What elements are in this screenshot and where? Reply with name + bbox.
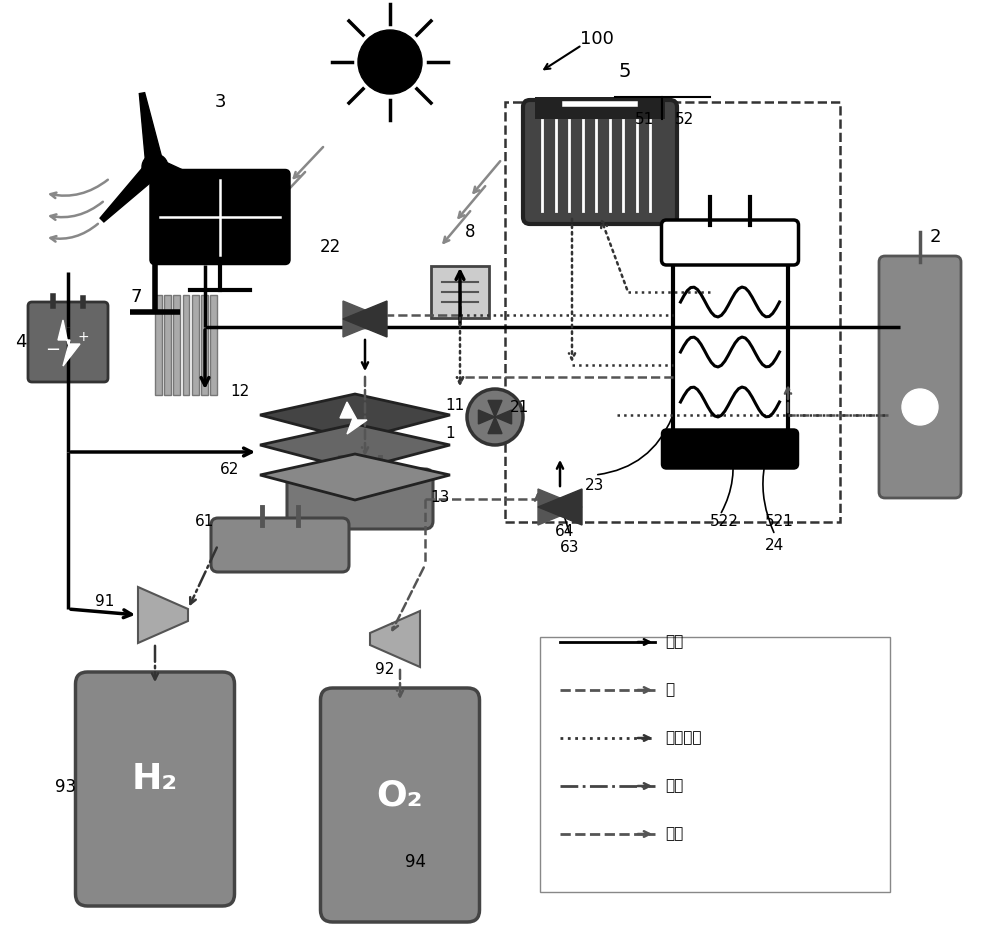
Bar [192,295,199,395]
Bar [201,295,208,395]
Polygon shape [260,424,450,470]
Text: 22: 22 [320,238,341,256]
Polygon shape [495,410,512,424]
Text: 23: 23 [585,477,604,492]
Text: 7: 7 [130,288,142,306]
Text: 521: 521 [765,514,794,529]
Polygon shape [260,394,450,440]
FancyBboxPatch shape [76,672,235,906]
Polygon shape [370,611,420,667]
Text: 水: 水 [665,682,674,697]
FancyBboxPatch shape [28,302,108,382]
Text: 21: 21 [510,400,529,414]
Text: 13: 13 [430,489,449,504]
FancyBboxPatch shape [320,688,480,922]
Text: 2: 2 [930,228,942,246]
Polygon shape [538,489,582,525]
Text: 522: 522 [710,514,739,529]
Text: 64: 64 [555,525,574,540]
Text: 62: 62 [220,462,239,476]
Polygon shape [152,159,226,196]
Text: 24: 24 [765,538,784,552]
FancyBboxPatch shape [662,430,798,468]
Text: 12: 12 [230,385,249,400]
Polygon shape [340,402,367,434]
Text: −: − [45,341,61,359]
Polygon shape [488,417,502,434]
Bar [540,637,890,892]
Text: 63: 63 [560,540,580,554]
Polygon shape [138,587,188,643]
Text: 61: 61 [195,514,214,529]
Polygon shape [478,410,495,424]
Text: 3: 3 [215,93,226,111]
Text: 5: 5 [619,62,631,82]
FancyBboxPatch shape [151,171,289,263]
Bar [173,295,180,395]
Bar [210,295,217,395]
Bar [155,295,162,395]
Text: 94: 94 [405,853,426,871]
Text: H₂: H₂ [132,762,178,796]
Polygon shape [139,93,164,169]
FancyBboxPatch shape [287,469,433,529]
Text: 51: 51 [635,111,654,126]
Circle shape [902,389,938,425]
Bar [535,97,665,119]
Polygon shape [260,454,450,500]
Text: 1: 1 [445,426,455,441]
FancyBboxPatch shape [662,220,798,265]
FancyBboxPatch shape [523,100,677,224]
Polygon shape [343,301,387,337]
Text: 集热工质: 集热工质 [665,730,702,745]
FancyBboxPatch shape [430,266,489,318]
Text: +: + [77,330,89,344]
Text: 92: 92 [375,662,394,677]
Text: 电能: 电能 [665,634,683,650]
Text: O₂: O₂ [377,778,423,812]
FancyBboxPatch shape [211,518,349,572]
Bar [183,295,189,395]
Text: 91: 91 [95,594,114,609]
Bar [505,102,840,522]
Text: 8: 8 [465,223,476,241]
Polygon shape [58,320,80,366]
Bar [672,252,788,442]
Circle shape [358,30,422,94]
Text: 氧气: 氧气 [665,827,683,842]
Text: 4: 4 [15,333,26,351]
Polygon shape [343,301,387,337]
Text: 11: 11 [445,398,464,413]
Text: 100: 100 [580,30,614,48]
FancyBboxPatch shape [879,256,961,498]
Polygon shape [100,160,161,222]
Circle shape [467,389,523,445]
Text: 52: 52 [675,111,694,126]
Polygon shape [538,489,582,525]
Bar [164,295,171,395]
Circle shape [142,154,168,180]
Text: 氢气: 氢气 [665,779,683,794]
Polygon shape [488,400,502,417]
Text: 93: 93 [55,778,76,796]
